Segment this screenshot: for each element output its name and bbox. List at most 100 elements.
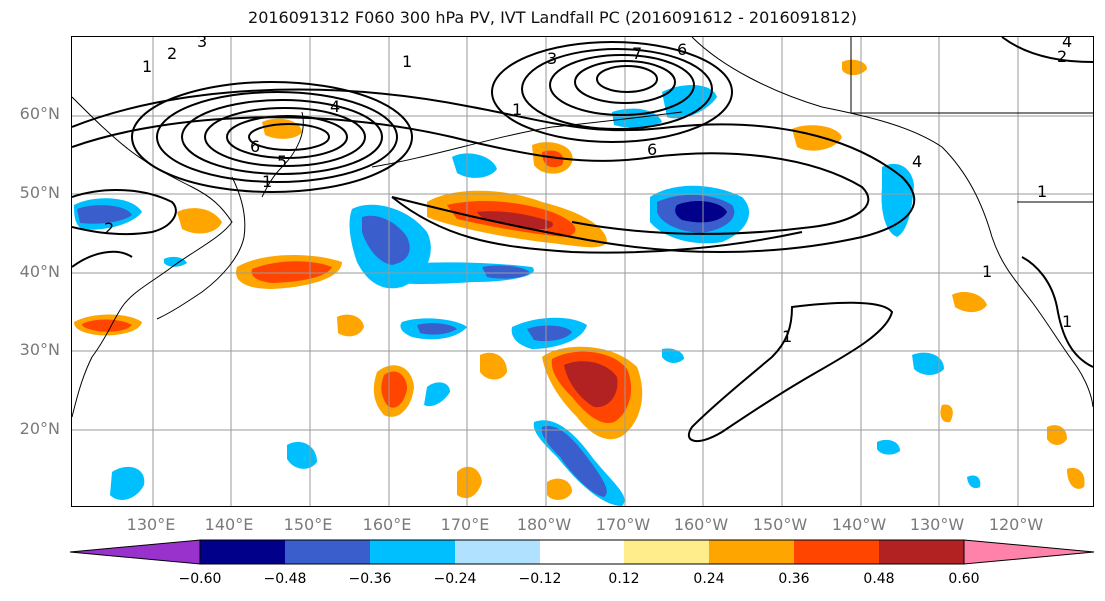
positive-anomaly-patch [1067,467,1085,489]
lat-label: 60°N [19,104,60,123]
negative-anomaly-patch [527,325,572,342]
positive-anomaly-patch [792,125,842,151]
lon-label: 150°E [283,515,333,534]
map-panel: 1 2 3 1 1 4 5 6 1 2 1 3 7 6 6 1 1 1 4 2 … [71,36,1094,507]
pv-contour [549,54,695,116]
aleutian-coastline [371,111,683,168]
lon-label: 170°W [595,515,651,534]
contour-label: 1 [402,52,412,71]
colorbar-outline [199,539,965,565]
colorbar-tick-label: −0.12 [518,571,562,587]
positive-anomaly-patch [547,478,572,500]
colorbar-tick-label: −0.48 [263,571,307,587]
colorbar-tick-label: 0.36 [778,571,810,587]
contour-label: 6 [250,137,260,156]
pv-contour [72,189,177,236]
pv-contour [687,301,894,442]
colorbar-tick-label: −0.24 [433,571,477,587]
contour-label: 4 [912,152,922,171]
japan-coastline [156,176,246,320]
pv-contours [72,37,1093,442]
colorbar-tick-label: 0.60 [948,571,980,587]
pv-contour [491,41,733,143]
colorbar-segment [709,540,794,564]
positive-anomaly-patch [381,371,407,408]
contour-label: 1 [1062,312,1072,331]
map-canvas: 1 2 3 1 1 4 5 6 1 2 1 3 7 6 6 1 1 1 4 2 … [72,37,1093,506]
contour-label: 1 [142,57,152,76]
contour-label: 7 [632,44,642,63]
colorbar-segment [370,540,455,564]
pv-contour [391,196,803,254]
lon-label: 130°W [909,515,965,534]
positive-anomaly-patch [952,292,987,313]
pv-contour [131,81,413,193]
pv-contour [226,115,348,159]
pv-contour [574,60,676,104]
contour-labels: 1 2 3 1 1 4 5 6 1 2 1 3 7 6 6 1 1 1 4 2 … [104,37,1072,346]
pv-contour [72,88,916,253]
contour-label: 1 [782,327,792,346]
contour-label: 2 [167,44,177,63]
colorbar-tick-label: 0.48 [863,571,895,587]
pv-contour [521,48,713,130]
negative-anomaly-patch [912,352,944,375]
contour-label: 5 [277,152,287,171]
colorbar-segment [879,540,964,564]
lat-label: 50°N [19,183,60,202]
negative-anomaly-patch [164,256,187,267]
contour-label: 6 [677,40,687,59]
lat-label: 30°N [19,340,60,359]
lon-label: 120°W [988,515,1044,534]
lat-label: 40°N [19,262,60,281]
positive-anomaly-patch [177,208,222,234]
lon-label: 140°E [204,515,254,534]
negative-anomaly-patch [362,215,410,265]
contour-label: 3 [197,37,207,51]
colorbar-extend-high [963,539,1095,565]
pv-contour [156,91,398,183]
negative-anomaly-patch [424,382,450,407]
contour-label: 4 [330,97,340,116]
contour-label: 1 [262,172,272,191]
lon-label: 150°W [752,515,808,534]
colorbar-segment [455,540,540,564]
alaska-coastline [691,37,1093,408]
positive-anomaly-patch [251,261,332,283]
contour-label: 6 [647,140,657,159]
lon-label: 160°W [673,515,729,534]
contour-label: 1 [982,262,992,281]
negative-anomaly-patch [877,439,900,455]
pv-contour [1021,256,1093,368]
canada-border [850,37,1093,114]
negative-anomaly-patch [287,441,317,469]
negative-anomaly-patch [482,265,530,279]
contour-label: 3 [547,49,557,68]
contour-label: 1 [1037,182,1047,201]
colorbar-tick-label: 0.12 [608,571,640,587]
colorbar-tick-label: 0.24 [693,571,725,587]
negative-anomaly-patch [675,201,727,223]
colorbar-tick-label: −0.60 [178,571,222,587]
negative-anomaly-patch [967,475,981,489]
negative-anomaly-patch [662,348,684,363]
positive-anomaly-patch [1047,425,1067,445]
negative-anomaly-patch [110,466,145,500]
contour-label: 1 [512,100,522,119]
negative-anomaly-patch [452,153,497,178]
contour-label: 2 [104,219,114,238]
asia-coastline [72,96,233,418]
positive-anomaly-patch [457,466,482,499]
negative-anomaly-patch [541,426,607,497]
pv-contour [1001,37,1093,63]
positive-anomaly-patch [262,118,302,139]
colorbar-segment [540,540,624,564]
colorbar-segment [285,540,370,564]
negative-anomaly-patch [77,205,132,224]
positive-anomaly-patch [82,319,132,332]
contour-label: 4 [1062,37,1072,51]
lon-label: 130°E [126,515,176,534]
colorbar-segment [200,540,285,564]
pv-contour [72,116,870,235]
positive-anomaly-patch [542,150,564,168]
